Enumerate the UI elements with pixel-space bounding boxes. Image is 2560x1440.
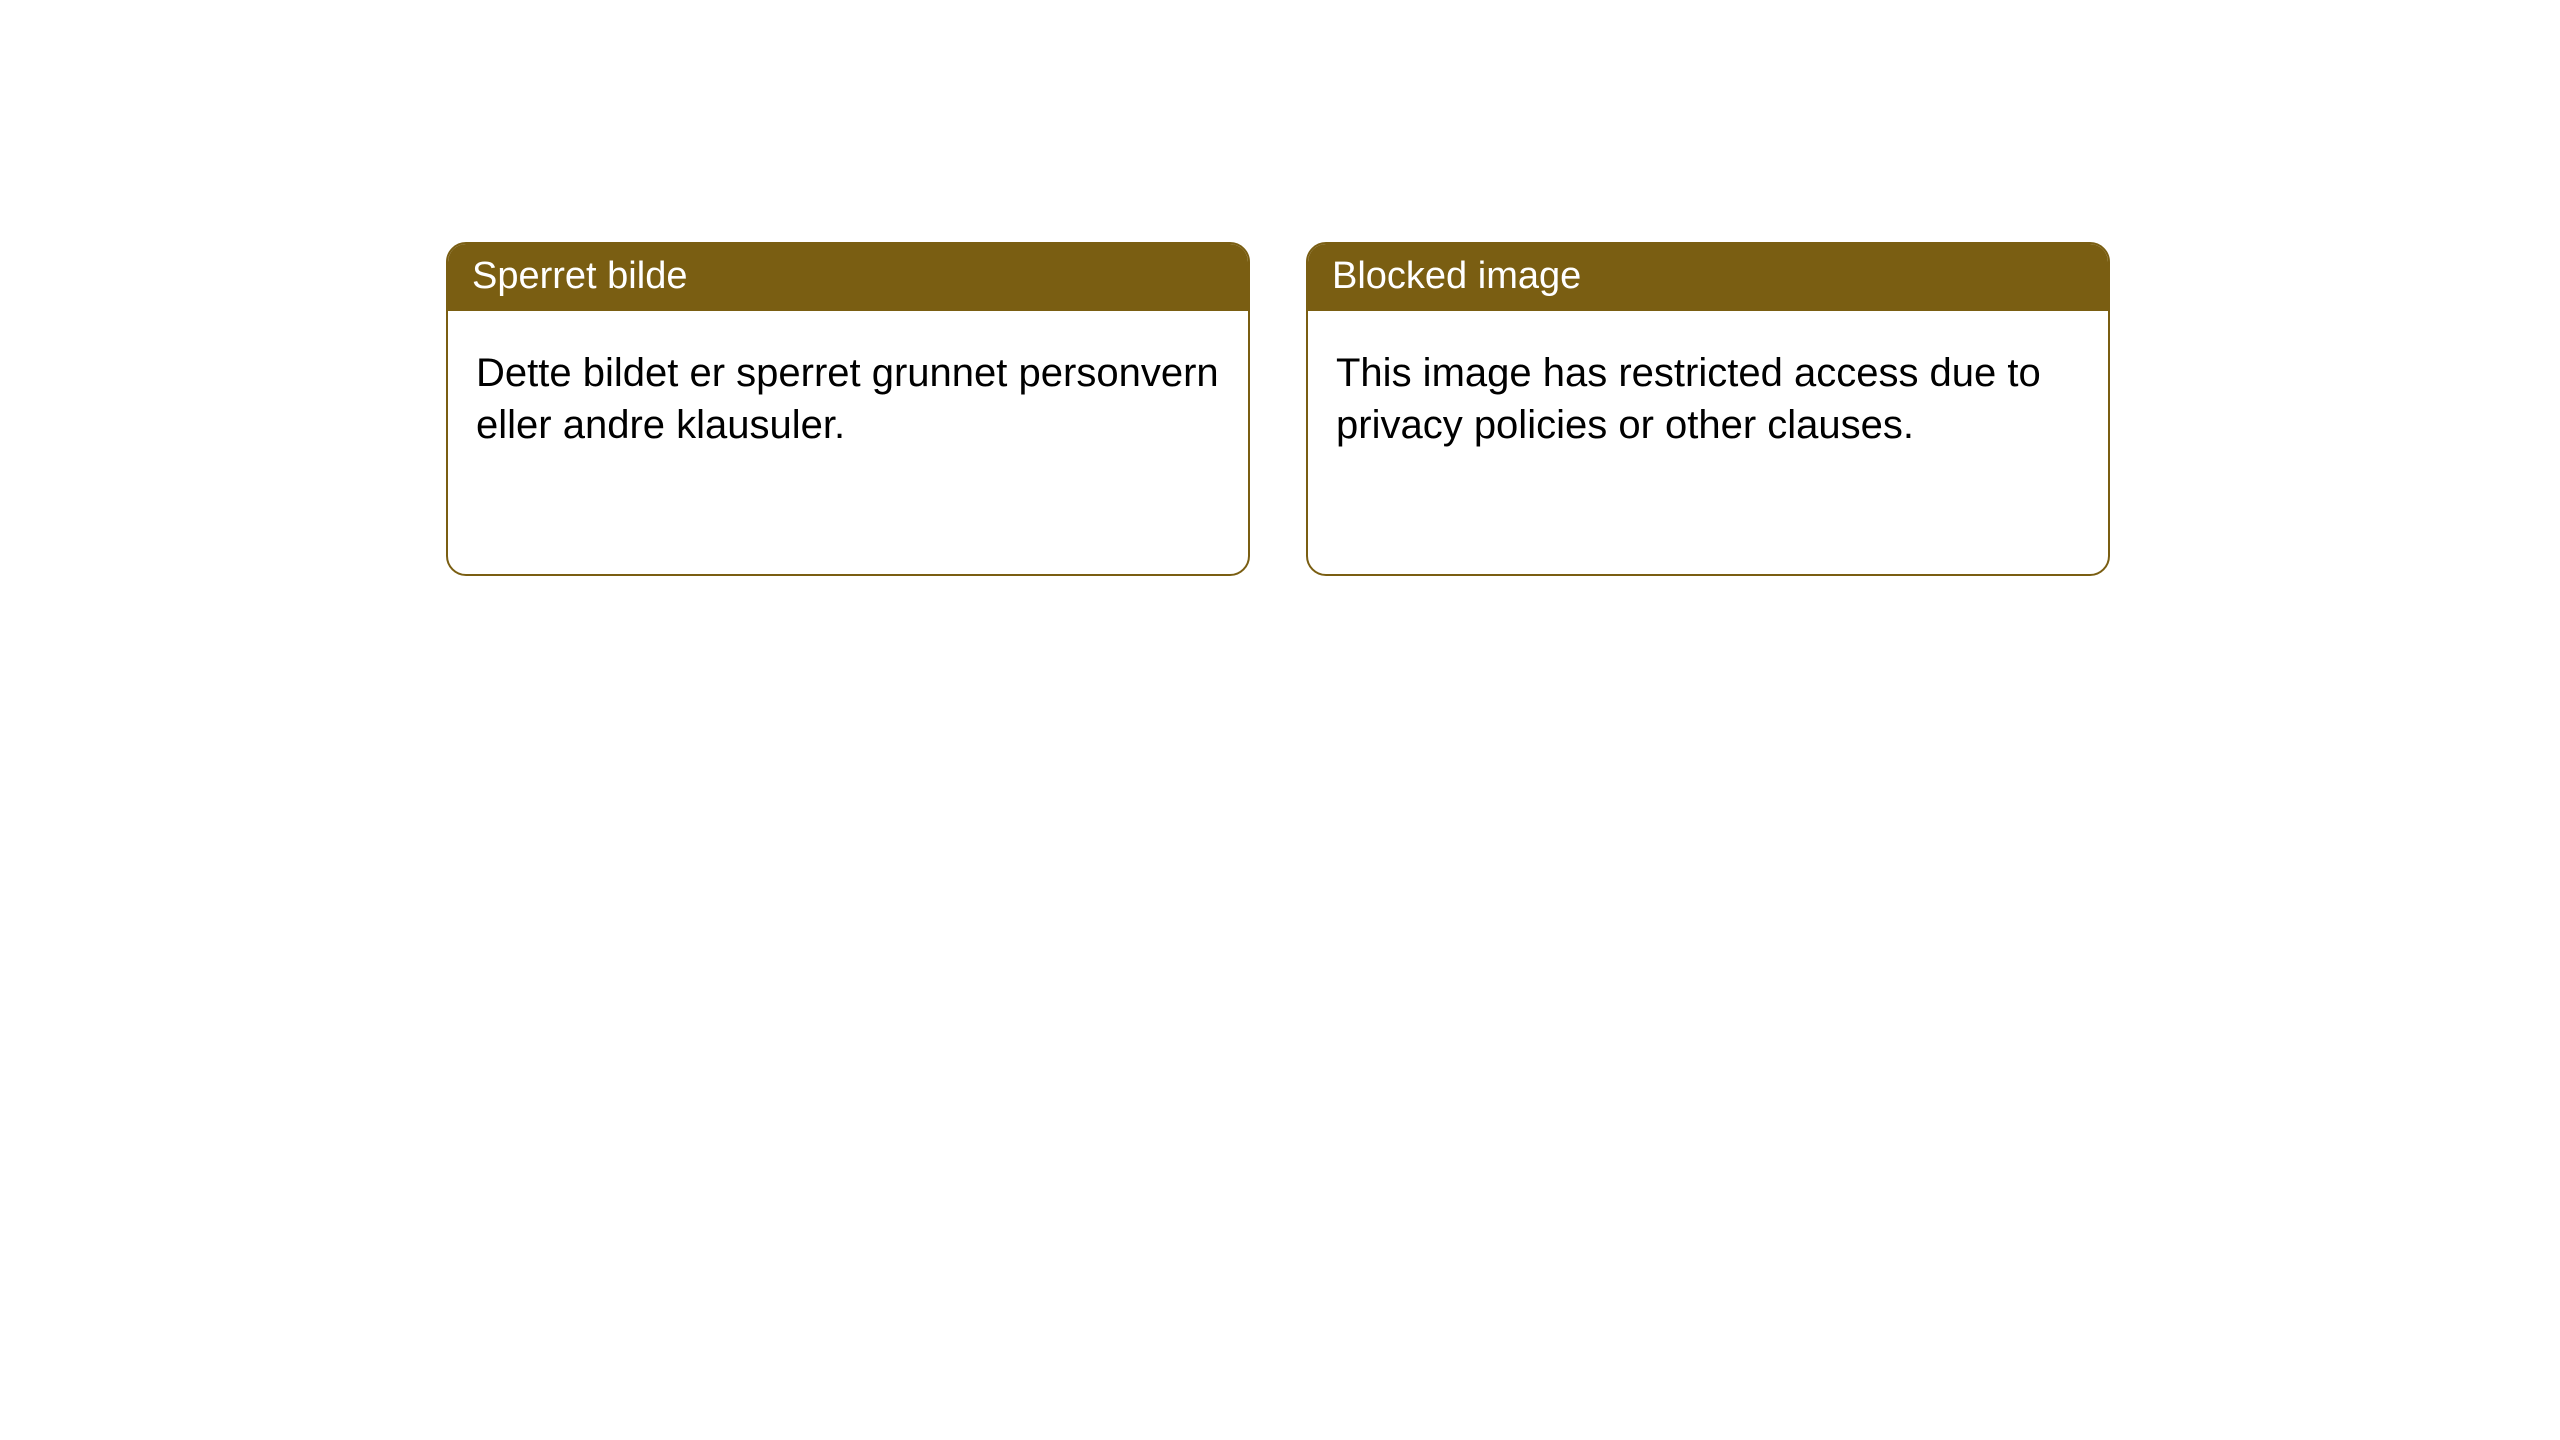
notice-box-english: Blocked image This image has restricted … [1306,242,2110,576]
notice-header-english: Blocked image [1308,244,2108,311]
notice-header-norwegian: Sperret bilde [448,244,1248,311]
notice-body-english: This image has restricted access due to … [1308,311,2108,487]
notice-container: Sperret bilde Dette bildet er sperret gr… [0,0,2560,576]
notice-body-norwegian: Dette bildet er sperret grunnet personve… [448,311,1248,487]
notice-box-norwegian: Sperret bilde Dette bildet er sperret gr… [446,242,1250,576]
